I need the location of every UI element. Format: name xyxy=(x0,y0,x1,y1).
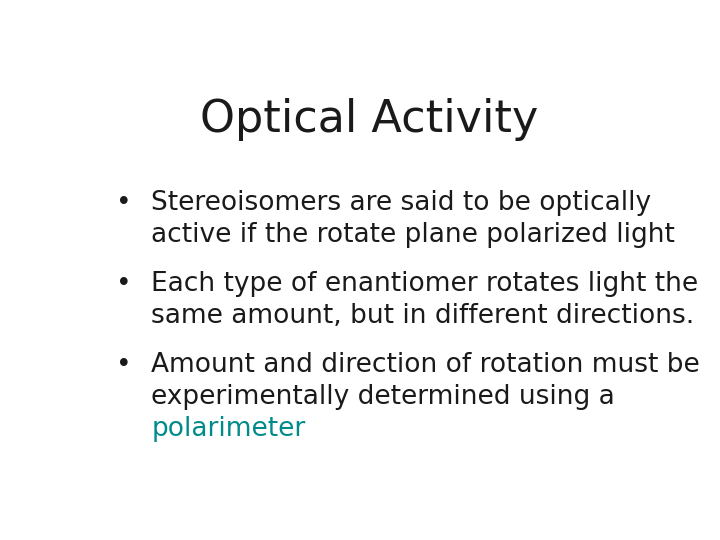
Text: polarimeter: polarimeter xyxy=(151,416,305,442)
Text: Each type of enantiomer rotates light the: Each type of enantiomer rotates light th… xyxy=(151,271,698,296)
Text: •: • xyxy=(116,352,131,377)
Text: •: • xyxy=(116,190,131,215)
Text: active if the rotate plane polarized light: active if the rotate plane polarized lig… xyxy=(151,221,675,247)
Text: Stereoisomers are said to be optically: Stereoisomers are said to be optically xyxy=(151,190,652,215)
Text: Optical Activity: Optical Activity xyxy=(200,98,538,141)
Text: •: • xyxy=(116,271,131,296)
Text: Amount and direction of rotation must be: Amount and direction of rotation must be xyxy=(151,352,700,377)
Text: same amount, but in different directions.: same amount, but in different directions… xyxy=(151,302,695,329)
Text: experimentally determined using a: experimentally determined using a xyxy=(151,384,615,410)
